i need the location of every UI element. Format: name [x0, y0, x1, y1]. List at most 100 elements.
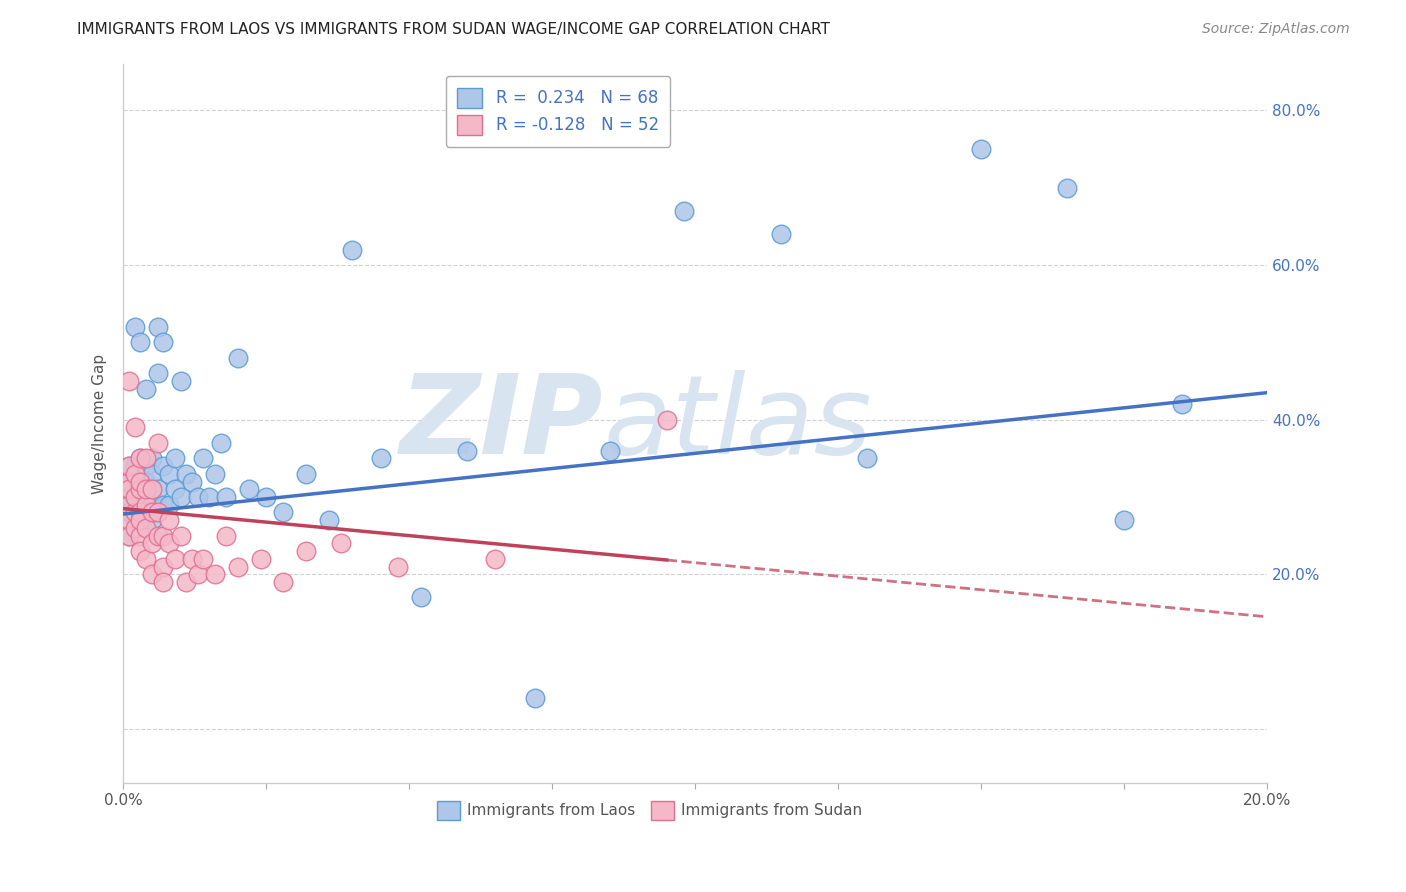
Point [118, 490, 141, 504]
Point [157, 467, 180, 481]
Point [124, 521, 146, 535]
Point [204, 467, 226, 481]
Point [146, 529, 169, 543]
Point [856, 451, 879, 466]
Point [169, 374, 191, 388]
Point [409, 591, 432, 605]
Point [318, 513, 340, 527]
Point [124, 459, 146, 474]
Point [152, 575, 174, 590]
Point [129, 475, 152, 489]
Point [135, 506, 157, 520]
Point [273, 575, 295, 590]
Point [135, 451, 157, 466]
Point [124, 420, 146, 434]
Point [146, 366, 169, 380]
Point [141, 467, 163, 481]
Point [329, 536, 352, 550]
Point [118, 475, 141, 489]
Point [129, 544, 152, 558]
Point [118, 529, 141, 543]
Point [141, 483, 163, 497]
Point [672, 203, 695, 218]
Point [152, 498, 174, 512]
Point [198, 490, 221, 504]
Y-axis label: Wage/Income Gap: Wage/Income Gap [93, 353, 107, 493]
Point [118, 498, 141, 512]
Point [249, 552, 271, 566]
Point [215, 529, 238, 543]
Point [124, 467, 146, 481]
Point [157, 513, 180, 527]
Point [152, 335, 174, 350]
Point [141, 483, 163, 497]
Point [174, 575, 197, 590]
Point [174, 467, 197, 481]
Point [141, 567, 163, 582]
Point [129, 498, 152, 512]
Point [129, 483, 152, 497]
Point [135, 498, 157, 512]
Point [135, 475, 157, 489]
Point [295, 544, 318, 558]
Point [118, 483, 141, 497]
Point [146, 435, 169, 450]
Point [1056, 180, 1078, 194]
Point [181, 552, 204, 566]
Point [152, 529, 174, 543]
Point [187, 567, 209, 582]
Point [118, 506, 141, 520]
Point [129, 451, 152, 466]
Point [193, 451, 215, 466]
Text: Source: ZipAtlas.com: Source: ZipAtlas.com [1202, 22, 1350, 37]
Point [163, 451, 186, 466]
Point [1170, 397, 1192, 411]
Point [226, 559, 249, 574]
Point [129, 513, 152, 527]
Point [181, 475, 204, 489]
Point [124, 498, 146, 512]
Point [204, 567, 226, 582]
Point [238, 483, 260, 497]
Point [254, 490, 277, 504]
Point [141, 498, 163, 512]
Point [141, 451, 163, 466]
Point [135, 490, 157, 504]
Point [146, 319, 169, 334]
Point [124, 521, 146, 535]
Point [124, 483, 146, 497]
Point [187, 490, 209, 504]
Point [118, 529, 141, 543]
Point [135, 459, 157, 474]
Point [152, 559, 174, 574]
Point [484, 552, 506, 566]
Point [152, 459, 174, 474]
Point [655, 412, 678, 426]
Point [599, 443, 621, 458]
Point [129, 475, 152, 489]
Point [146, 506, 169, 520]
Point [129, 513, 152, 527]
Point [118, 475, 141, 489]
Point [456, 443, 478, 458]
Point [169, 490, 191, 504]
Text: IMMIGRANTS FROM LAOS VS IMMIGRANTS FROM SUDAN WAGE/INCOME GAP CORRELATION CHART: IMMIGRANTS FROM LAOS VS IMMIGRANTS FROM … [77, 22, 830, 37]
Point [770, 227, 793, 241]
Point [146, 483, 169, 497]
Point [340, 243, 363, 257]
Point [209, 435, 232, 450]
Point [1114, 513, 1136, 527]
Point [135, 521, 157, 535]
Point [387, 559, 409, 574]
Point [163, 483, 186, 497]
Point [135, 382, 157, 396]
Point [193, 552, 215, 566]
Point [157, 536, 180, 550]
Point [215, 490, 238, 504]
Point [135, 552, 157, 566]
Point [118, 374, 141, 388]
Point [524, 691, 547, 706]
Point [124, 490, 146, 504]
Point [226, 351, 249, 365]
Point [141, 506, 163, 520]
